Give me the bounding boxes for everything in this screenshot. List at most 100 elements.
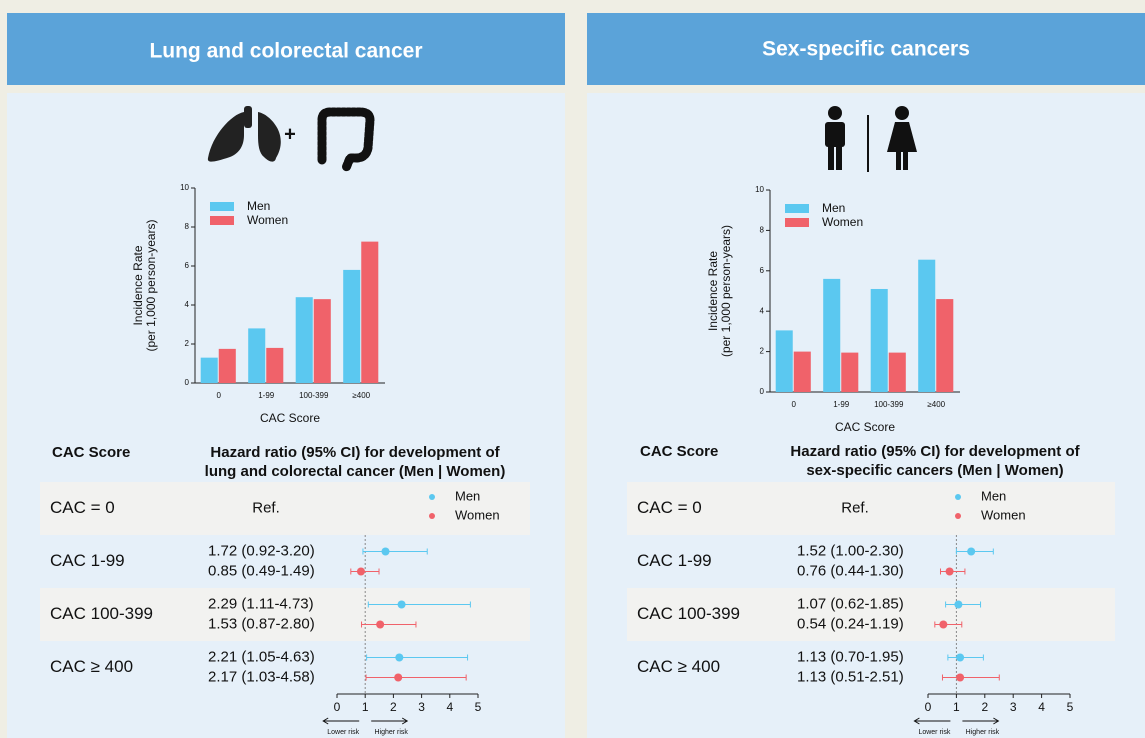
y-axis-label: (per 1,000 person-years): [719, 225, 733, 357]
hazard-ratio-label: 0.54 (0.24-1.19): [797, 615, 904, 632]
legend-label: Women: [981, 507, 1026, 522]
row-label: CAC ≥ 400: [50, 657, 133, 676]
bar: [870, 288, 888, 392]
hazard-ratio-label: 1.07 (0.62-1.85): [797, 595, 904, 612]
legend-label: Men: [455, 488, 480, 503]
legend-swatch: [785, 218, 809, 227]
legend-label: Women: [455, 507, 500, 522]
x-tick-label: 1: [953, 700, 960, 714]
bar: [888, 352, 906, 392]
direction-label: Higher risk: [374, 729, 408, 736]
point: [954, 600, 963, 609]
x-axis-label: CAC Score: [260, 411, 320, 425]
bar: [841, 352, 859, 392]
bar: [313, 299, 331, 383]
x-tick-label: 1-99: [833, 400, 850, 409]
legend-marker: [955, 513, 961, 519]
legend-label: Women: [247, 213, 288, 227]
direction-label: Lower risk: [918, 729, 950, 736]
bar: [936, 299, 954, 392]
point: [356, 567, 365, 576]
y-tick-label: 0: [185, 378, 190, 387]
bar: [266, 347, 284, 383]
legend-label: Men: [981, 488, 1006, 503]
row-label: CAC 1-99: [637, 551, 712, 570]
error-bar: [367, 601, 471, 608]
point: [394, 673, 403, 682]
y-tick-label: 10: [755, 185, 764, 194]
point: [956, 653, 965, 662]
reference-label: Ref.: [841, 499, 869, 516]
point: [967, 547, 976, 556]
lungs-icon: [207, 106, 281, 162]
row-label: CAC ≥ 400: [637, 657, 720, 676]
x-tick-label: 2: [981, 700, 988, 714]
x-tick-label: 1: [362, 700, 369, 714]
arrow: [322, 717, 360, 725]
error-bar: [941, 674, 1000, 681]
legend-marker: [429, 494, 435, 500]
legend-label: Women: [822, 215, 863, 229]
panel-body: [587, 93, 1145, 738]
hazard-ratio-label: 1.72 (0.92-3.20): [208, 542, 315, 559]
arrow: [962, 717, 1000, 725]
error-bar: [945, 601, 982, 608]
y-axis-label: Incidence Rate: [706, 251, 720, 331]
hazard-ratio-label: 2.29 (1.11-4.73): [208, 595, 314, 612]
legend-label: Men: [247, 199, 270, 213]
y-tick-label: 6: [760, 266, 765, 275]
x-tick-label: 0: [792, 400, 797, 409]
reference-label: Ref.: [252, 499, 280, 516]
column-header: Hazard ratio (95% CI) for development of: [790, 443, 1080, 460]
arrow: [371, 717, 409, 725]
row-background: [627, 482, 1115, 535]
bar: [200, 357, 218, 383]
y-tick-label: 4: [185, 300, 190, 309]
point: [397, 600, 406, 609]
point: [376, 620, 385, 629]
bar: [343, 269, 361, 383]
hazard-ratio-label: 1.13 (0.70-1.95): [797, 648, 904, 665]
y-tick-label: 6: [185, 261, 190, 270]
y-tick-label: 0: [760, 387, 765, 396]
x-tick-label: 0: [925, 700, 932, 714]
x-tick-label: 3: [418, 700, 425, 714]
hazard-ratio-label: 2.17 (1.03-4.58): [208, 668, 315, 685]
bar: [775, 330, 793, 392]
bar: [248, 328, 266, 383]
column-header: Hazard ratio (95% CI) for development of: [210, 444, 500, 461]
hazard-ratio-label: 0.85 (0.49-1.49): [208, 562, 315, 579]
legend-marker: [955, 494, 961, 500]
row-background: [40, 588, 530, 641]
column-header: lung and colorectal cancer (Men | Women): [205, 463, 506, 480]
legend-swatch: [210, 216, 234, 225]
y-tick-label: 2: [185, 339, 190, 348]
point: [945, 567, 954, 576]
woman-icon: [887, 106, 917, 170]
y-tick-label: 8: [760, 226, 765, 235]
column-header: CAC Score: [640, 443, 718, 460]
panel-header: [7, 13, 565, 85]
error-bar: [361, 621, 417, 628]
hazard-ratio-label: 0.76 (0.44-1.30): [797, 562, 904, 579]
direction-label: Higher risk: [966, 729, 1000, 736]
hazard-ratio-label: 1.52 (1.00-2.30): [797, 542, 904, 559]
bar: [295, 297, 313, 383]
row-label: CAC 1-99: [50, 551, 125, 570]
bar: [361, 241, 379, 383]
y-tick-label: 4: [760, 306, 765, 315]
y-tick-label: 10: [180, 183, 189, 192]
point: [939, 620, 948, 629]
column-header: CAC Score: [52, 444, 130, 461]
x-tick-label: ≥400: [927, 400, 945, 409]
row-label: CAC = 0: [637, 498, 702, 517]
panel-title: Sex-specific cancers: [762, 38, 970, 61]
panel-title: Lung and colorectal cancer: [149, 40, 422, 63]
error-bar: [365, 674, 467, 681]
point: [395, 653, 404, 662]
legend-marker: [429, 513, 435, 519]
legend-swatch: [210, 202, 234, 211]
x-tick-label: 1-99: [258, 391, 275, 400]
colon-icon: [317, 107, 375, 173]
